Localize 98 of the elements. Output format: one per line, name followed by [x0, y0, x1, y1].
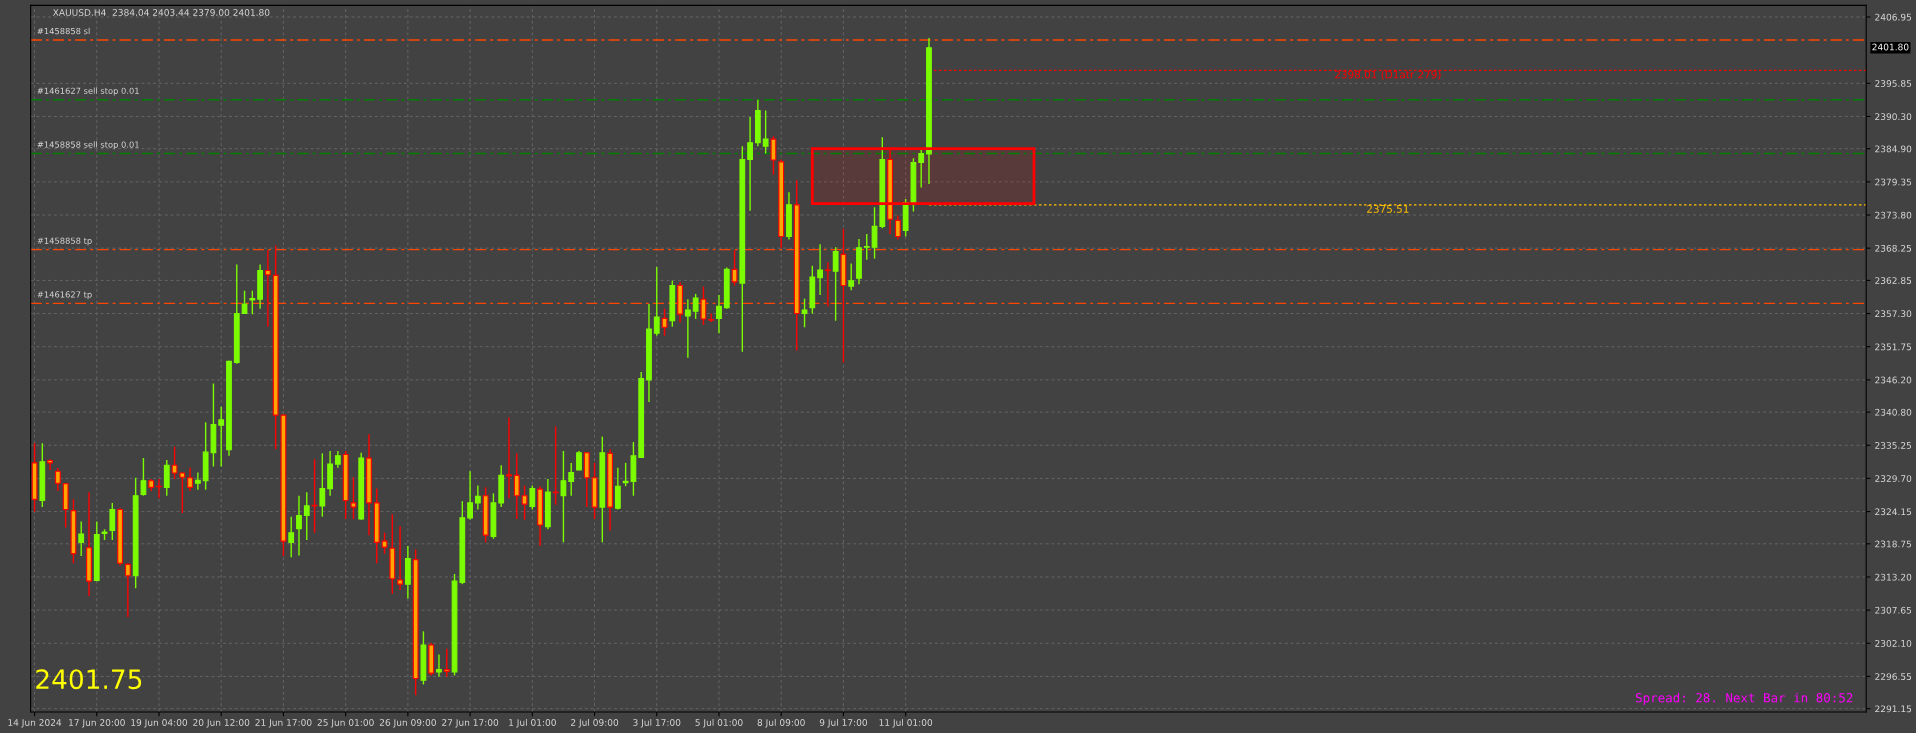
candlestick	[560, 450, 567, 544]
x-tick-label: 26 Jun 09:00	[379, 719, 436, 728]
candlestick	[770, 135, 777, 176]
candlestick	[311, 458, 318, 534]
x-tick-label: 5 Jul 01:00	[695, 718, 743, 728]
x-tick-label: 8 Jul 09:00	[757, 718, 805, 728]
y-tick-label: 2302.10	[1875, 640, 1912, 647]
y-tick-label: 2329.70	[1875, 475, 1912, 482]
x-tick-label: 2 Jul 09:00	[571, 718, 619, 728]
x-tick-label: 20 Jun 12:00	[193, 719, 250, 728]
y-tick-label: 2291.15	[1875, 705, 1912, 713]
y-tick-label: 2346.20	[1875, 376, 1912, 384]
y-tick-label: 2395.85	[1875, 80, 1912, 87]
x-tick-label: 1 Jul 01:00	[509, 718, 556, 728]
y-tick-label: 2307.65	[1875, 606, 1912, 614]
candlestick	[436, 653, 442, 678]
candlestick	[187, 466, 193, 492]
candlestick	[832, 246, 839, 322]
y-tick-label: 2368.25	[1875, 244, 1912, 252]
candlestick	[241, 290, 248, 315]
y-tick-label: 2324.15	[1875, 508, 1912, 516]
candlestick	[303, 491, 310, 541]
y-tick-label: 2390.30	[1875, 113, 1912, 121]
candlestick	[288, 515, 295, 558]
candlestick	[747, 116, 753, 212]
x-tick-label: 11 Jul 01:00	[879, 718, 933, 728]
candlestick	[443, 647, 450, 678]
candlestick	[264, 249, 271, 328]
x-tick-label: 3 Jul 17:00	[633, 718, 681, 728]
candlestick	[576, 450, 582, 471]
annotation: 2401.75	[36, 669, 142, 690]
candlestick	[801, 297, 808, 328]
ref-line-label: #1458858 sl	[37, 27, 90, 35]
candlestick	[692, 293, 699, 320]
x-tick-label: 9 Jul 17:00	[819, 718, 868, 728]
candlestick	[894, 214, 901, 241]
y-tick-label: 2313.20	[1875, 573, 1912, 581]
candlestick	[163, 459, 170, 497]
x-tick-label: 14 Jun 2024	[8, 719, 62, 728]
y-tick-label: 2406.95	[1875, 13, 1912, 21]
candlestick	[848, 262, 855, 291]
candlestick	[47, 458, 53, 471]
candlestick	[653, 266, 660, 337]
candlestick	[568, 462, 575, 497]
x-tick-label: 21 Jun 17:00	[255, 719, 312, 728]
ref-line-label: #1458858 tp	[37, 237, 92, 246]
y-tick-label: 2318.75	[1875, 540, 1912, 548]
ref-line-label: 2375.51	[1367, 204, 1409, 213]
y-tick-label: 2379.35	[1875, 178, 1912, 186]
candlestick	[78, 520, 85, 557]
candlestick	[513, 452, 520, 520]
candlestick	[109, 502, 116, 541]
candlestick	[824, 261, 831, 308]
candlestick	[918, 148, 925, 189]
annotation: Spread: 28. Next Bar in 80:52	[1635, 692, 1853, 705]
candlestick	[350, 476, 357, 520]
y-tick-label: 2362.85	[1875, 277, 1912, 284]
candlestick	[397, 525, 403, 591]
candlestick	[716, 294, 722, 334]
y-tick-label: 2384.90	[1875, 145, 1912, 153]
ref-line-label: 2398.01 (D1atr 279)	[1335, 70, 1441, 80]
y-tick-label: 2373.80	[1875, 211, 1912, 219]
candlestick	[731, 249, 738, 287]
candlestick	[474, 484, 481, 511]
y-tick-label: 2296.55	[1875, 673, 1912, 680]
candlestick	[249, 290, 256, 315]
y-tick-label: 2335.25	[1875, 442, 1912, 449]
candlestick	[863, 233, 870, 261]
candlestick	[194, 471, 201, 491]
candlestick	[124, 562, 131, 618]
candlestick	[218, 406, 225, 468]
candlestick	[296, 495, 302, 557]
candlestick	[529, 484, 536, 511]
candlestick	[817, 243, 823, 296]
candlestick	[319, 452, 326, 518]
text: 2401.80	[1872, 43, 1909, 51]
x-tick-label: 27 Jun 17:00	[442, 719, 499, 728]
chart-title: XAUUSD.H4 2384.04 2403.44 2379.00 2401.80	[52, 9, 270, 16]
candlestick	[54, 466, 61, 492]
ref-line-label: #1461627 sell stop 0.01	[37, 87, 139, 96]
candlestick	[614, 466, 621, 511]
ref-line-label: #1458858 sell stop 0.01	[37, 141, 139, 150]
y-tick-label: 2351.75	[1875, 343, 1912, 351]
candlestick	[700, 285, 707, 326]
candlestick	[140, 457, 147, 497]
candlestick	[506, 416, 512, 499]
y-tick-label: 2357.30	[1875, 310, 1912, 318]
y-tick-label: 2340.80	[1875, 408, 1912, 416]
candlestick	[684, 298, 691, 359]
x-tick-label: 25 Jun 01:00	[317, 719, 374, 728]
x-tick-label: 17 Jun 20:00	[69, 719, 125, 728]
ref-line-label: #1461627 tp	[37, 291, 92, 300]
candlestick	[661, 308, 668, 337]
x-tick-label: 19 Jun 04:00	[131, 719, 188, 728]
candlestick	[762, 109, 769, 155]
candlestick	[467, 470, 473, 521]
candlestick	[521, 484, 528, 521]
candlestick	[381, 532, 388, 555]
